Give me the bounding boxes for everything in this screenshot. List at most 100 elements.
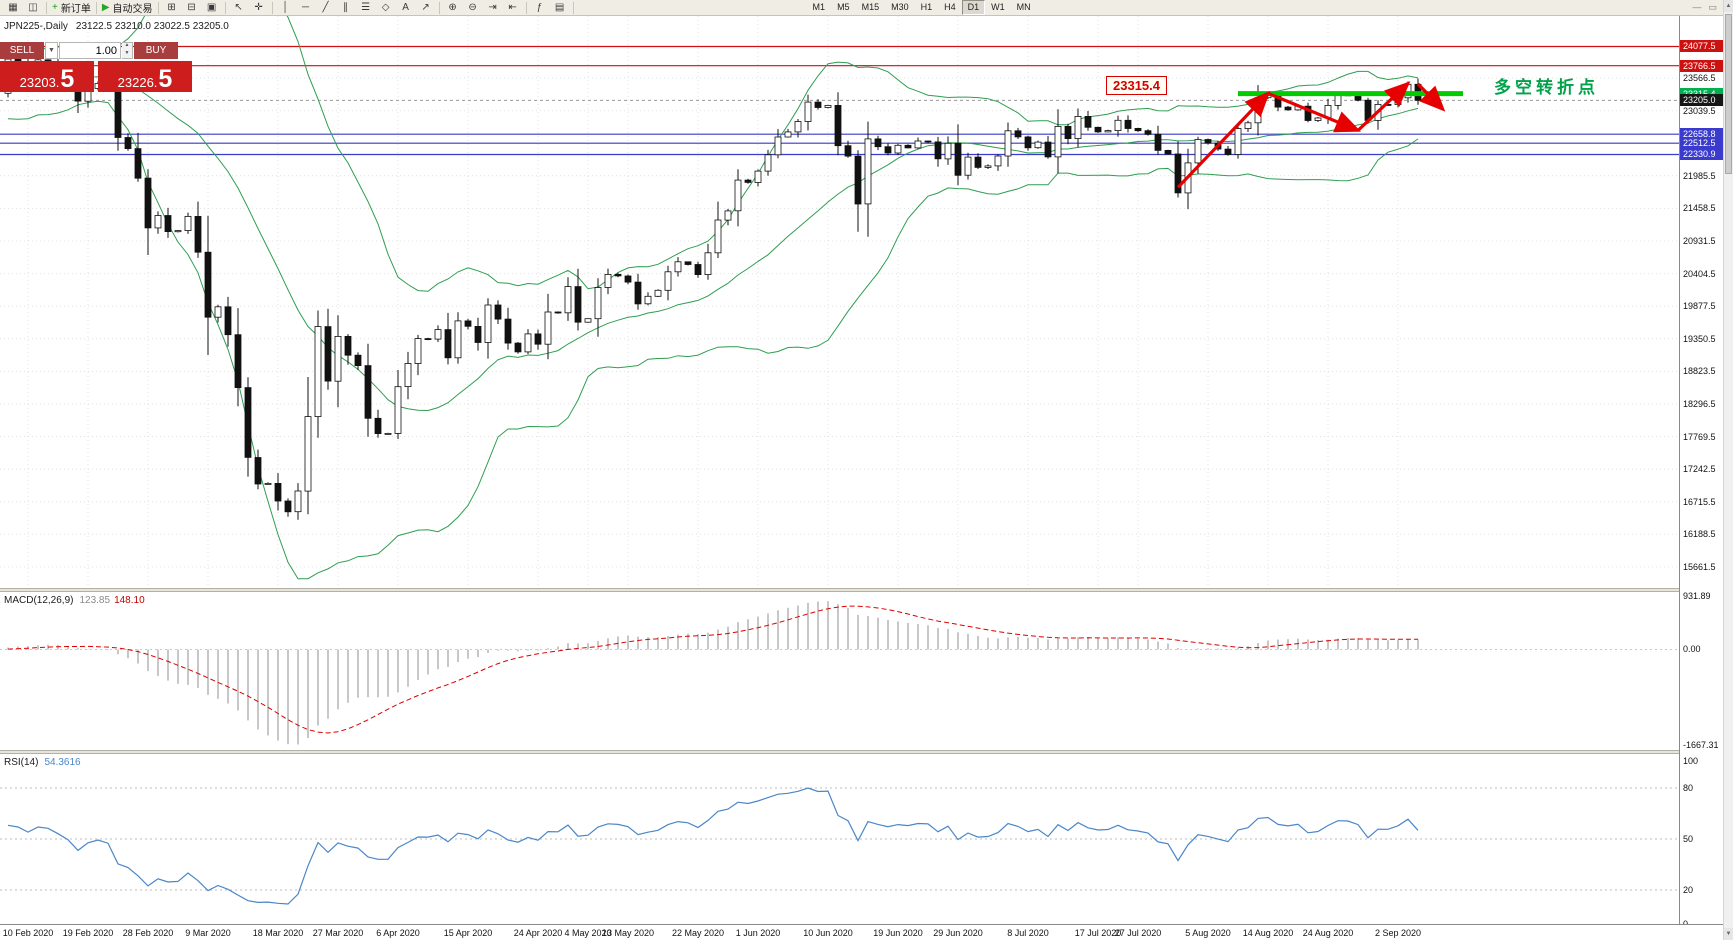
volume-input[interactable] — [59, 42, 121, 59]
new-order-button[interactable]: + 新订单 — [50, 0, 93, 15]
vertical-line-icon[interactable]: │ — [276, 0, 296, 15]
chevron-down-icon[interactable]: ▼ — [45, 42, 58, 59]
date-axis-label: 27 Mar 2020 — [312, 928, 364, 938]
price-axis-label: 19350.5 — [1683, 333, 1716, 344]
shapes-icon[interactable]: ◇ — [376, 0, 396, 15]
stepper-down-icon[interactable]: ▼ — [124, 49, 130, 56]
date-axis-label: 19 Jun 2020 — [873, 928, 923, 938]
rsi-label: RSI(14) 54.3616 — [4, 757, 81, 768]
scroll-up-icon[interactable]: ▲ — [1724, 0, 1733, 12]
volume-stepper[interactable]: ▲ ▼ — [122, 42, 133, 59]
templates-icon[interactable]: ▤ — [550, 0, 570, 15]
indicators-icon[interactable]: ƒ — [530, 0, 550, 15]
hline-price-tag: 22330.9 — [1680, 148, 1723, 161]
timeframe-M5[interactable]: M5 — [837, 2, 850, 13]
chart-shift-icon-glyph: ⇤ — [508, 1, 517, 13]
tile-windows-icon[interactable]: ⊟ — [182, 0, 202, 15]
zoom-in-icon[interactable]: ⊕ — [443, 0, 463, 15]
auto-trading-button[interactable]: ▶ 自动交易 — [100, 0, 155, 15]
autoscroll-icon-glyph: ⇥ — [488, 1, 497, 13]
date-axis-label: 9 Mar 2020 — [185, 928, 231, 938]
panel-splitter[interactable] — [0, 588, 1723, 592]
arrow-tool-icon[interactable]: ↗ — [416, 0, 436, 15]
fibonacci-icon[interactable]: ☰ — [356, 0, 376, 15]
timeframe-W1[interactable]: W1 — [991, 2, 1005, 13]
price-axis-label: 16188.5 — [1683, 529, 1716, 540]
toolbar-separator — [46, 1, 47, 14]
price-axis[interactable]: 24077.523766.522658.822512.522330.923315… — [1679, 16, 1723, 940]
cursor-icon-glyph: ↖ — [234, 1, 243, 13]
scrollbar-thumb[interactable] — [1725, 14, 1732, 174]
new-chart-icon[interactable]: ▦ — [3, 0, 23, 15]
autoscroll-icon[interactable]: ⇥ — [483, 0, 503, 15]
macd-axis-label: 931.89 — [1683, 590, 1711, 601]
date-axis-label: 17 Jul 2020 — [1074, 928, 1122, 938]
scroll-down-icon[interactable]: ▼ — [1724, 928, 1733, 940]
zoom-in-icon-glyph: ⊕ — [448, 1, 457, 13]
auto-trading-button-label: 自动交易 — [112, 4, 153, 15]
timeframe-MN[interactable]: MN — [1016, 2, 1031, 13]
indicators-icon-glyph: ƒ — [536, 1, 543, 13]
chart-symbol: JPN225-,Daily — [4, 21, 68, 32]
date-axis-label: 27 Jul 2020 — [1114, 928, 1162, 938]
timeframe-M15[interactable]: M15 — [861, 2, 880, 13]
price-axis-label: 17242.5 — [1683, 464, 1716, 475]
hline-price-tag: 24077.5 — [1680, 40, 1723, 53]
crosshair-icon[interactable]: ✛ — [249, 0, 269, 15]
new-order-button-label: 新订单 — [60, 4, 91, 15]
turning-point-annotation[interactable]: 多空转折点 — [1494, 78, 1599, 97]
date-axis-label: 2 Sep 2020 — [1374, 928, 1422, 938]
rsi-axis-label: 20 — [1683, 885, 1694, 895]
new-window-icon[interactable]: ⊞ — [162, 0, 182, 15]
price-level-text-label[interactable]: 23315.4 — [1106, 76, 1167, 95]
date-axis[interactable]: 10 Feb 2020 19 Feb 2020 28 Feb 2020 9 Mar 2… — [0, 924, 1723, 940]
price-chart-panel[interactable]: JPN225-,Daily 23122.5 23210.0 23022.5 232… — [0, 16, 1679, 588]
sell-price-button[interactable]: 23203. 5 — [0, 61, 94, 92]
rsi-axis-label: 100 — [1683, 756, 1699, 766]
horizontal-line-icon[interactable]: ─ — [296, 0, 316, 15]
toolbar-separator — [525, 1, 527, 14]
macd-canvas[interactable] — [0, 592, 1679, 750]
fibonacci-icon-glyph: ☰ — [361, 1, 371, 13]
sell-button[interactable]: SELL — [0, 42, 44, 59]
macd-panel[interactable]: MACD(12,26,9) 123.85 148.10 — [0, 592, 1679, 750]
cursor-icon[interactable]: ↖ — [229, 0, 249, 15]
date-axis-label: 4 May 2020 — [564, 928, 612, 938]
timeframe-H4[interactable]: H4 — [944, 2, 956, 13]
cascade-windows-icon-glyph: ▣ — [206, 1, 217, 13]
timeframe-D1[interactable]: D1 — [961, 0, 986, 15]
rsi-panel[interactable]: RSI(14) 54.3616 — [0, 754, 1679, 924]
minimize-window-icon[interactable]: — — [1692, 2, 1702, 12]
price-axis-label: 16715.5 — [1683, 496, 1716, 507]
text-icon[interactable]: A — [396, 0, 416, 15]
channel-icon-glyph: ∥ — [343, 1, 349, 13]
price-chart-canvas[interactable] — [0, 16, 1679, 588]
timeframe-M1[interactable]: M1 — [812, 2, 826, 13]
zoom-out-icon[interactable]: ⊖ — [463, 0, 483, 15]
buy-button[interactable]: BUY — [134, 42, 178, 59]
sell-price-big-digit: 5 — [60, 64, 75, 93]
new-order-icon: + — [52, 1, 58, 13]
date-axis-label: 19 Feb 2020 — [62, 928, 114, 938]
chart-shift-icon[interactable]: ⇤ — [503, 0, 523, 15]
channel-icon[interactable]: ∥ — [336, 0, 356, 15]
date-axis-label: 10 Jun 2020 — [803, 928, 853, 938]
rsi-canvas[interactable] — [0, 754, 1679, 924]
trendline-icon[interactable]: ╱ — [316, 0, 336, 15]
vertical-scrollbar[interactable]: ▲ ▼ — [1723, 0, 1733, 940]
restore-window-icon[interactable]: ▭ — [1708, 2, 1717, 12]
buy-price-button[interactable]: 23226. 5 — [98, 61, 192, 92]
toolbar-separator — [438, 1, 440, 14]
timeframe-M30[interactable]: M30 — [891, 2, 909, 13]
price-axis-label: 17769.5 — [1683, 431, 1716, 442]
panel-splitter[interactable] — [0, 750, 1723, 754]
toolbar-separator — [95, 1, 97, 14]
price-axis-label: 18296.5 — [1683, 398, 1716, 409]
stepper-up-icon[interactable]: ▲ — [124, 42, 130, 48]
timeframe-H1[interactable]: H1 — [920, 2, 933, 13]
price-axis-label: 15661.5 — [1683, 561, 1716, 572]
date-axis-label: 13 May 2020 — [601, 928, 655, 938]
chart-profiles-icon[interactable]: ◫ — [23, 0, 43, 15]
cascade-windows-icon[interactable]: ▣ — [202, 0, 222, 15]
